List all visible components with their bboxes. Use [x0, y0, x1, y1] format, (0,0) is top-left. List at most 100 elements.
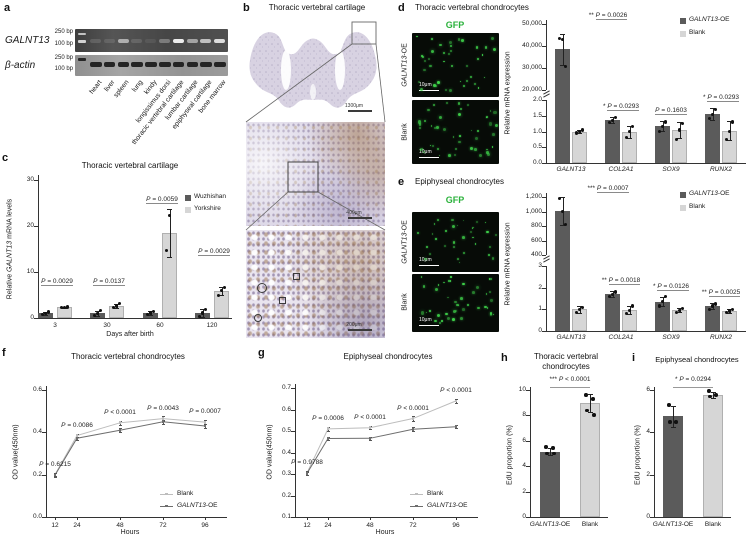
scale-bar-label: 200μm	[346, 322, 362, 328]
chart-galnt13-mrna-levels: 0 10 20 30 3 30 60 120 P = 0.0029 P = 0.0137 P = 0…	[0, 150, 245, 345]
x-tick-label: COL2A1	[608, 334, 634, 341]
p-value-label: ** P = 0.0025	[701, 288, 741, 297]
axis-line	[710, 392, 716, 394]
gfp-cell	[416, 35, 418, 37]
gfp-cell	[428, 58, 430, 60]
y-tick-label: 0.4	[32, 428, 42, 436]
y-tick-label: 3	[538, 262, 542, 269]
x-tick-label: GALNT13-OE	[529, 521, 571, 528]
axis-line	[326, 430, 330, 432]
data-marker	[411, 427, 415, 431]
axis-line	[368, 440, 372, 442]
legend-label: Blank	[689, 203, 706, 210]
p-value-label: P = 0.0029	[41, 278, 73, 286]
axis-line	[413, 517, 414, 520]
gfp-cell	[465, 79, 468, 82]
gfp-cell	[435, 287, 439, 291]
gfp-cell	[475, 46, 478, 49]
data-point	[627, 308, 632, 312]
y-tick-label: 1	[538, 305, 542, 313]
p-value-label: * P = 0.0126	[653, 283, 689, 292]
y-tick-label: 800	[531, 222, 542, 229]
gfp-cell	[429, 64, 432, 68]
scale-bar	[419, 156, 439, 158]
data-point	[668, 419, 672, 424]
y-tick-label: 4	[522, 462, 526, 470]
y-tick-label: 0.6	[281, 405, 291, 413]
chart-i-ylabel: EdU proportion (%)	[634, 425, 642, 485]
gfp-cell	[454, 301, 457, 304]
axis-line	[295, 384, 296, 517]
x-tick-label: GALNT13-OE	[652, 521, 694, 528]
gfp-cell	[489, 311, 493, 315]
gfp-cell	[467, 304, 469, 307]
GALNT13-OE-bar	[663, 416, 683, 517]
data-point	[731, 308, 735, 312]
x-tick-label: SOX9	[662, 334, 680, 341]
axis-line	[148, 314, 153, 316]
x-tick-label: GALNT13	[556, 166, 586, 173]
y-tick-label: 1.5	[532, 111, 542, 119]
axis-line	[542, 163, 546, 164]
gfp-cell	[436, 148, 439, 151]
gfp-cell	[475, 221, 478, 224]
y-axis-label: Relative GALNT13 mRNA levels	[6, 198, 14, 300]
gfp-cell	[428, 310, 431, 313]
axis-line	[542, 46, 546, 47]
gfp-cell	[438, 322, 442, 325]
data-point	[557, 196, 561, 201]
chart-i-title: Epiphyseal chondrocytes	[655, 355, 739, 364]
y-tick-label: 1,200	[525, 193, 542, 200]
axis-line	[660, 306, 665, 308]
data-point	[607, 121, 611, 125]
image-row-label: Blank	[401, 123, 409, 141]
gfp-cell	[436, 125, 440, 129]
axis-line	[713, 392, 714, 399]
data-point	[584, 393, 588, 397]
axis-line	[38, 175, 39, 318]
data-point	[592, 412, 596, 417]
gfp-cell	[478, 154, 482, 158]
data-marker	[161, 420, 165, 424]
data-point	[223, 286, 227, 290]
data-marker	[326, 437, 330, 440]
gfp-cell	[488, 245, 492, 249]
axis-line	[411, 427, 415, 429]
axis-line	[114, 308, 119, 310]
data-point	[99, 309, 103, 313]
gfp-cell	[441, 320, 443, 322]
axis-line	[368, 429, 372, 431]
GALNT13-OE-bar	[655, 301, 670, 331]
y-tick-label: 0.0	[532, 159, 542, 166]
data-point	[710, 304, 715, 308]
gfp-cell	[437, 218, 440, 222]
data-point	[667, 403, 671, 407]
x-tick-label: 30	[103, 322, 111, 329]
axis-line	[542, 100, 546, 101]
gfp-image-blank: 10μm	[412, 274, 499, 332]
gfp-cell	[471, 236, 474, 239]
y-tick-label: 0.4	[281, 448, 291, 456]
data-point	[714, 302, 718, 306]
data-point	[564, 65, 568, 69]
data-point	[714, 393, 718, 398]
panel-letter-d: d	[398, 2, 405, 14]
gfp-cell	[423, 68, 426, 72]
gfp-cell	[434, 238, 437, 240]
p-value-label: P = 0.0043	[147, 404, 179, 412]
gfp-cell	[456, 303, 459, 307]
galnt13-band	[103, 39, 115, 43]
x-tick-label: RUNX2	[709, 166, 733, 173]
axis-line	[660, 130, 665, 132]
data-marker	[161, 417, 165, 420]
gfp-cell	[450, 64, 453, 67]
x-tick-label: 96	[201, 522, 209, 529]
y-tick-label: 30,000	[522, 64, 542, 71]
gfp-cell	[430, 49, 434, 54]
chart-c-title: Thoracic vertebral cartilage	[81, 161, 179, 170]
gfp-cell	[429, 253, 432, 256]
axis-line	[547, 448, 553, 450]
axis-line	[53, 476, 57, 478]
gfp-cell	[463, 85, 465, 87]
legend-swatch	[680, 205, 686, 211]
